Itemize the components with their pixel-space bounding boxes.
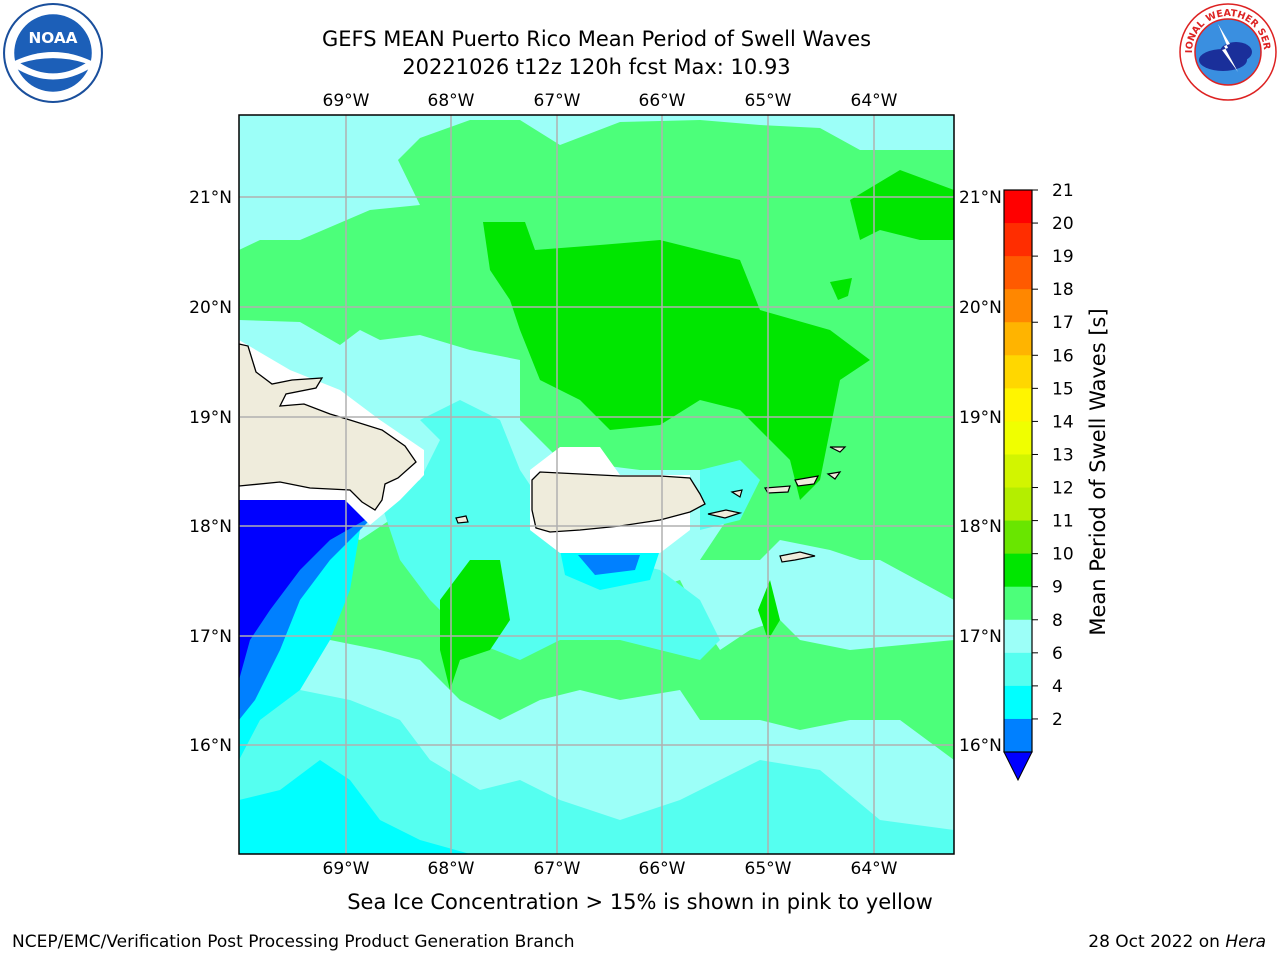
colorbar-tick-label: 14: [1052, 412, 1074, 432]
colorbar-swatch: [1004, 388, 1032, 422]
colorbar-tick-label: 4: [1052, 677, 1063, 697]
swell-contour-green-ne: [850, 170, 954, 240]
colorbar-swatch: [1004, 190, 1032, 224]
lon-label-bottom-65: 65°W: [745, 859, 792, 879]
lon-label-bottom-64: 64°W: [851, 859, 898, 879]
swell-contour-aqua-south: [239, 760, 470, 854]
colorbar-swatch: [1004, 553, 1032, 588]
map-frame: [238, 114, 955, 855]
colorbar-frame: [1003, 189, 1033, 753]
lon-label-bottom-68: 68°W: [428, 859, 475, 879]
chart-subtitle: 20221026 t12z 120h fcst Max: 10.93: [402, 55, 791, 79]
lat-label-right-21: 21°N: [959, 188, 1002, 208]
swell-contour-green-south: [440, 560, 510, 690]
land-st-thomas: [763, 485, 791, 494]
colorbar-tick-label: 12: [1052, 479, 1074, 499]
lat-label-right-16: 16°N: [959, 736, 1002, 756]
lon-label-top-69: 69°W: [323, 91, 370, 111]
footer-date-text: 28 Oct 2022 on: [1088, 932, 1226, 952]
lat-label-left-16: 16°N: [189, 736, 232, 756]
colorbar-tick-label: 13: [1052, 445, 1074, 465]
colorbar-tick-label: 8: [1052, 611, 1063, 631]
colorbar-swatch: [1004, 487, 1032, 522]
map-plot-area: [239, 115, 954, 854]
swell-contour-light-north: [239, 115, 954, 250]
lat-label-left-19: 19°N: [189, 408, 232, 428]
lon-label-top-66: 66°W: [639, 91, 686, 111]
colorbar-tick-label: 11: [1052, 512, 1074, 532]
lat-label-left-21: 21°N: [189, 188, 232, 208]
colorbar-swatch: [1004, 619, 1032, 654]
chart-title: GEFS MEAN Puerto Rico Mean Period of Swe…: [321, 27, 872, 51]
land-st-john: [794, 475, 820, 487]
lat-label-right-19: 19°N: [959, 408, 1002, 428]
colorbar-tick-labels: 21 20 19 18 17 16 15 14 13 12 11 10 9 8 6 4 2: [1032, 181, 1074, 730]
lon-label-bottom-66: 66°W: [639, 859, 686, 879]
colorbar-label: Mean Period of Swell Waves [s]: [1086, 308, 1110, 635]
lon-label-top-64: 64°W: [851, 91, 898, 111]
lat-label-left-17: 17°N: [189, 627, 232, 647]
colorbar-swatch: [1004, 454, 1032, 489]
land-mona-island: [455, 515, 469, 524]
colorbar-swatch: [1004, 355, 1032, 389]
colorbar-tick-label: 10: [1052, 545, 1074, 565]
colorbar-swatch: [1004, 289, 1032, 323]
land-st-croix: [779, 551, 816, 563]
colorbar-swatch: [1004, 652, 1032, 687]
nws-logo: NATIONAL WEATHER SERVICE: [1178, 2, 1277, 101]
colorbar-swatch: [1004, 718, 1032, 753]
colorbar-tick-label: 18: [1052, 280, 1074, 300]
colorbar-swatch: [1004, 520, 1032, 555]
lon-label-top-68: 68°W: [428, 91, 475, 111]
lon-label-bottom-69: 69°W: [323, 859, 370, 879]
colorbar-swatch: [1004, 322, 1032, 356]
footer-date: 28 Oct 2022 on Hera: [1088, 932, 1266, 952]
land-culebra: [730, 489, 743, 498]
land-anegada: [829, 446, 847, 453]
lat-label-left-20: 20°N: [189, 298, 232, 318]
lat-label-left-18: 18°N: [189, 517, 232, 537]
sea-ice-caption: Sea Ice Concentration > 15% is shown in …: [347, 890, 933, 914]
colorbar-swatch: [1004, 421, 1032, 455]
colorbar: [1003, 189, 1033, 782]
colorbar-tick-label: 16: [1052, 346, 1074, 366]
swell-contour-green-north: [483, 222, 870, 500]
lon-label-top-65: 65°W: [745, 91, 792, 111]
colorbar-tick-label: 15: [1052, 379, 1074, 399]
colorbar-swatch: [1004, 223, 1032, 257]
noaa-logo: NOAA: [3, 3, 103, 103]
swell-contour-blue-pr: [578, 555, 640, 575]
lon-label-bottom-67: 67°W: [534, 859, 581, 879]
colorbar-swatch: [1004, 586, 1032, 621]
colorbar-extend-triangle: [1003, 751, 1033, 782]
lat-label-right-20: 20°N: [959, 298, 1002, 318]
swell-contour-deep-blue-west: [239, 500, 365, 680]
colorbar-swatch: [1004, 685, 1032, 720]
map-grid: [239, 115, 954, 854]
lat-label-right-18: 18°N: [959, 517, 1002, 537]
land-vieques: [707, 509, 743, 519]
swell-contour-green-small: [758, 580, 780, 640]
colorbar-swatch: [1004, 256, 1032, 290]
noaa-logo-text: NOAA: [28, 29, 77, 47]
land-hispaniola: [239, 343, 417, 511]
colorbar-tick-label: 6: [1052, 644, 1063, 664]
colorbar-tick-label: 20: [1052, 214, 1074, 234]
colorbar-tick-label: 2: [1052, 710, 1063, 730]
colorbar-tick-label: 19: [1052, 247, 1074, 267]
lat-label-right-17: 17°N: [959, 627, 1002, 647]
colorbar-tick-label: 21: [1052, 181, 1074, 201]
land-tortola: [826, 471, 842, 480]
footer-machine: Hera: [1225, 932, 1266, 952]
swell-contour-cyan-south: [239, 690, 954, 854]
footer-branch: NCEP/EMC/Verification Post Processing Pr…: [12, 932, 575, 952]
lon-label-top-67: 67°W: [534, 91, 581, 111]
swell-contour-green-dot: [830, 278, 852, 300]
colorbar-tick-label: 9: [1052, 578, 1063, 598]
colorbar-tick-label: 17: [1052, 313, 1074, 333]
